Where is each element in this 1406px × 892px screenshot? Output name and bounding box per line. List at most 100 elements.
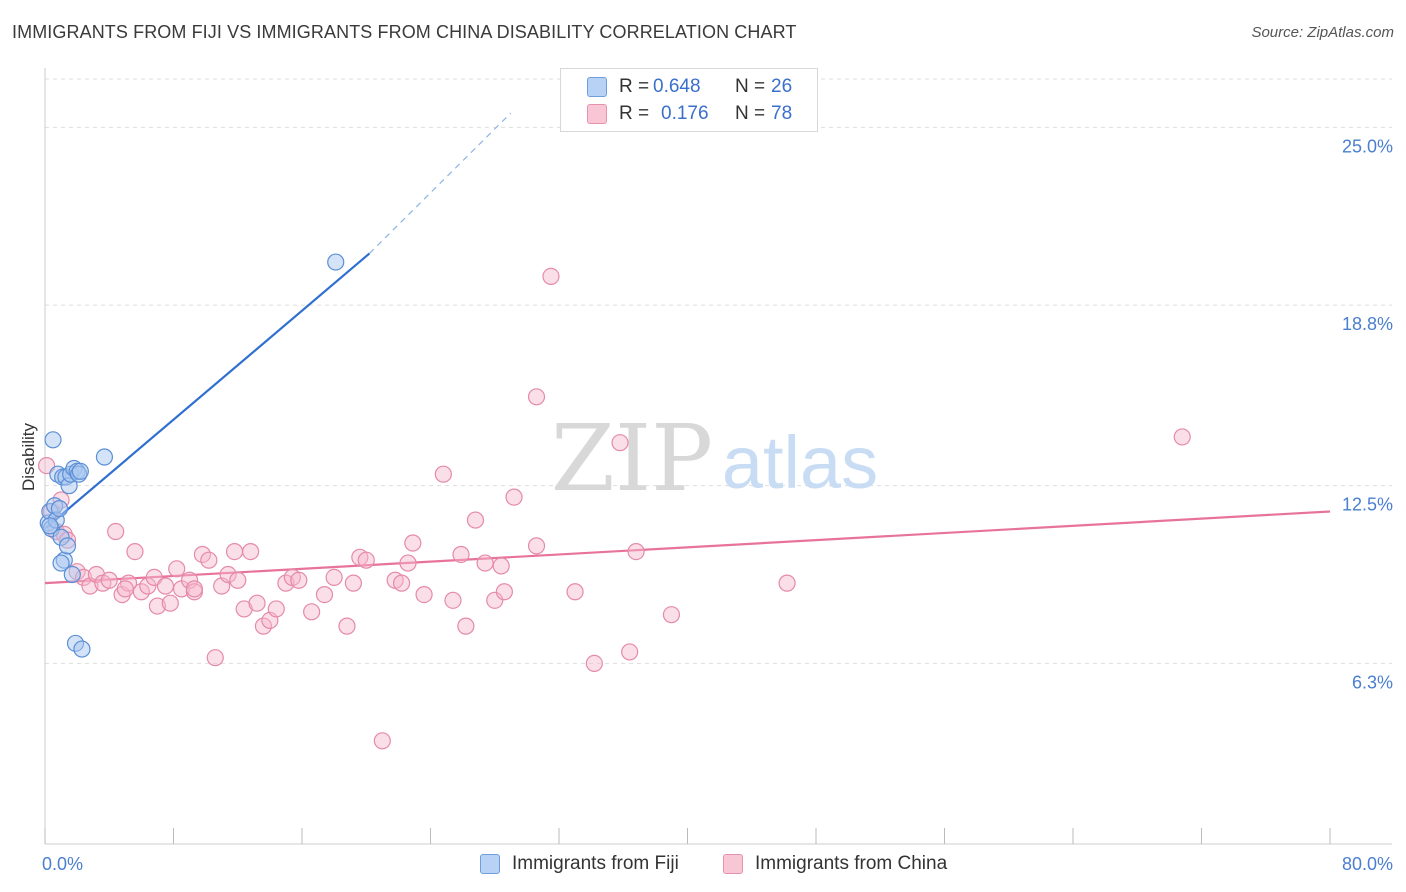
labels-layer: 6.3% 12.5% 18.8% 25.0% 0.0% 80.0% Disability <box>19 136 1393 874</box>
data-point-china <box>116 580 134 598</box>
data-point-fiji <box>52 554 70 572</box>
data-point-china <box>254 617 273 635</box>
legend-r-value-china: 0.176 <box>661 103 709 124</box>
data-point-china <box>200 551 218 569</box>
data-point-china <box>168 560 186 578</box>
trend-line-china <box>44 510 1331 585</box>
legend-r-value-fiji: 0.648 <box>653 76 701 97</box>
data-point-china <box>219 565 237 584</box>
data-point-china <box>242 542 260 561</box>
legend-row-china: R = 0.176 N = 78 <box>587 102 792 126</box>
data-point-fiji <box>63 565 81 584</box>
data-point-fiji <box>41 517 59 535</box>
data-point-fiji <box>44 431 62 449</box>
watermark-atlas: atlas <box>722 421 878 504</box>
data-point-china <box>185 580 203 598</box>
data-point-china <box>325 568 343 587</box>
data-point-china <box>486 591 504 609</box>
data-point-china <box>527 388 546 406</box>
data-point-china <box>338 617 356 635</box>
trend-line-fiji <box>44 252 371 530</box>
data-point-china <box>452 545 470 564</box>
stats-legend: R = 0.648 N = 26 R = 0.176 N = 78 <box>560 68 818 132</box>
data-point-china <box>267 600 285 618</box>
chart-source: Source: ZipAtlas.com <box>1251 24 1394 41</box>
data-point-china <box>139 577 157 595</box>
grid-layer <box>45 78 1392 664</box>
data-point-fiji <box>58 537 77 555</box>
data-point-china <box>585 654 603 673</box>
legend-n-value-fiji: 26 <box>771 76 793 97</box>
x-tick-label-min: 0.0% <box>42 854 83 874</box>
watermark-zip: ZIP <box>551 405 713 512</box>
data-point-china <box>206 649 224 667</box>
data-point-china <box>662 606 681 624</box>
data-point-china <box>248 594 266 612</box>
bottom-legend-fiji: Immigrants from Fiji <box>480 851 679 877</box>
data-point-china <box>621 643 639 661</box>
x-tick-label-max: 80.0% <box>1342 854 1393 874</box>
data-point-china <box>492 557 510 575</box>
data-point-china <box>444 591 462 609</box>
trend-layer <box>44 112 1331 585</box>
data-point-china <box>392 574 411 592</box>
data-point-china <box>161 594 179 612</box>
legend-r-label: R = <box>619 76 650 97</box>
legend-n-label: N = <box>735 76 766 97</box>
data-point-china <box>156 577 175 595</box>
y-tick-label: 18.8% <box>1342 314 1393 334</box>
bottom-legend-swatch-china <box>723 854 743 874</box>
data-point-china <box>229 571 247 589</box>
bottom-legend-swatch-fiji <box>480 854 500 874</box>
y-tick-label: 25.0% <box>1342 136 1393 156</box>
trend-line-fiji-extension <box>369 112 512 254</box>
data-point-china <box>100 571 118 589</box>
points-layer <box>38 253 1191 750</box>
y-tick-label: 6.3% <box>1352 672 1393 692</box>
chart-title: IMMIGRANTS FROM FIJI VS IMMIGRANTS FROM … <box>12 22 797 42</box>
data-point-fiji <box>327 253 345 271</box>
data-point-china <box>399 554 417 572</box>
legend-swatch-china <box>587 104 607 124</box>
data-point-china <box>315 585 334 604</box>
watermark: ZIP atlas <box>551 405 878 512</box>
data-point-china <box>303 603 321 621</box>
data-point-china <box>344 574 362 592</box>
data-point-china <box>404 534 422 552</box>
axes-layer <box>44 68 1392 845</box>
data-point-china <box>466 511 485 529</box>
data-point-china <box>505 488 523 506</box>
data-point-china <box>415 585 433 604</box>
y-tick-label: 12.5% <box>1342 495 1393 515</box>
data-point-china <box>611 434 629 452</box>
bottom-legend-china: Immigrants from China <box>723 851 947 877</box>
y-axis-title: Disability <box>19 422 38 491</box>
legend-n-label: N = <box>735 103 766 124</box>
legend-r-label: R = <box>619 103 650 124</box>
bottom-legend-label-china: Immigrants from China <box>755 853 948 874</box>
data-point-china <box>148 597 167 615</box>
data-point-fiji <box>71 462 89 480</box>
data-point-china <box>778 574 796 592</box>
data-point-china <box>193 545 212 564</box>
data-point-china <box>495 583 513 601</box>
data-point-fiji <box>50 500 69 518</box>
data-point-china <box>290 571 308 589</box>
data-point-china <box>566 583 584 601</box>
data-point-china <box>476 554 494 572</box>
bottom-legend-label-fiji: Immigrants from Fiji <box>512 853 679 874</box>
legend-row-fiji: R = 0.648 N = 26 <box>587 75 792 99</box>
data-point-fiji <box>73 640 91 658</box>
data-point-china <box>627 542 645 561</box>
data-point-china <box>126 542 144 561</box>
data-point-fiji <box>95 448 114 466</box>
data-point-china <box>457 617 475 635</box>
data-point-china <box>373 732 391 750</box>
data-point-china <box>434 465 452 483</box>
data-point-china <box>107 522 125 541</box>
data-point-china <box>542 267 560 285</box>
data-point-china <box>357 551 375 569</box>
data-point-china <box>225 542 244 561</box>
data-point-china <box>1173 428 1191 446</box>
